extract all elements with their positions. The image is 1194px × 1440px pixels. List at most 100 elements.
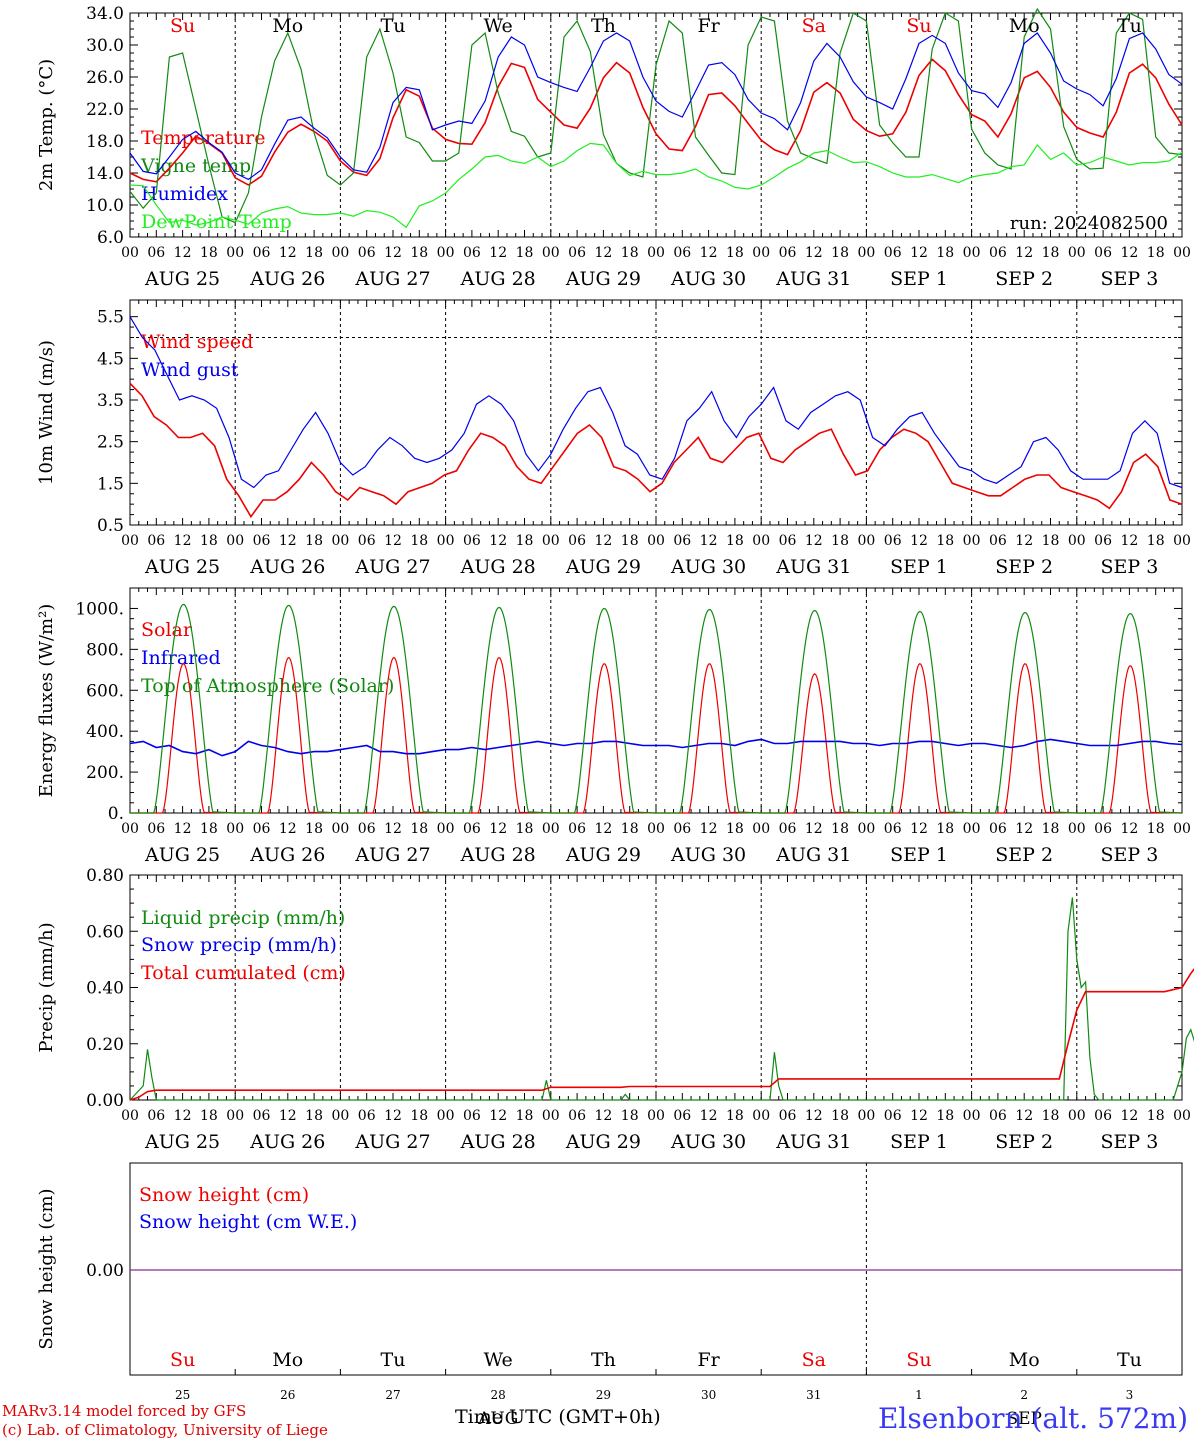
flux-hour-label: 06 [673,821,691,837]
wind-hour-label: 12 [174,533,192,549]
wind-hour-label: 12 [384,533,402,549]
temp-hour-label: 00 [1068,245,1086,261]
precip-hour-label: 00 [437,1108,455,1124]
temp-hour-label: 18 [621,245,639,261]
flux-date-label: AUG 25 [144,844,220,866]
snow-y-axis-label: Snow height (cm) [36,1188,57,1349]
precip-date-label: AUG 31 [775,1131,851,1153]
temp-hour-label: 00 [857,245,875,261]
temp-hour-label: 06 [779,245,797,261]
wind-hour-label: 12 [805,533,823,549]
bottom-day-number: 3 [1126,1388,1134,1402]
temp-hour-label: 06 [989,245,1007,261]
precip-date-label: AUG 30 [670,1131,746,1153]
weekday-bottom: Tu [381,1349,406,1371]
flux-hour-label: 12 [279,821,297,837]
wind-hour-label: 18 [726,533,744,549]
temp-hour-label: 12 [700,245,718,261]
wind-hour-label: 00 [121,533,139,549]
wind-hour-label: 12 [1120,533,1138,549]
precip-hour-label: 06 [779,1108,797,1124]
flux-legend-1: Solar [141,619,193,641]
wind-hour-label: 12 [594,533,612,549]
wind-hour-label: 00 [437,533,455,549]
flux-hour-label: 18 [410,821,428,837]
flux-hour-label: 00 [752,821,770,837]
wind-hour-label: 00 [542,533,560,549]
flux-hour-label: 06 [463,821,481,837]
weekday-top: Fr [697,15,720,37]
precip-y-tick-label: 0.60 [86,922,124,942]
wind-y-tick-label: 5.5 [97,308,124,328]
bottom-day-number: 2 [1020,1388,1028,1402]
precip-series-3 [129,967,1194,1101]
wind-hour-label: 00 [331,533,349,549]
wind-hour-label: 18 [410,533,428,549]
precip-hour-label: 06 [147,1108,165,1124]
temp-hour-label: 12 [1015,245,1033,261]
flux-hour-label: 06 [779,821,797,837]
flux-date-label: AUG 31 [775,844,851,866]
flux-hour-label: 18 [1147,821,1165,837]
temp-hour-label: 12 [174,245,192,261]
model-credit: MARv3.14 model forced by GFS [2,1402,247,1420]
precip-legend-3: Total cumulated (cm) [141,962,346,984]
weekday-top: Mo [272,15,303,37]
wind-y-tick-label: 1.5 [97,474,124,494]
wind-hour-label: 06 [253,533,271,549]
precip-hour-label: 00 [121,1108,139,1124]
wind-hour-label: 12 [1015,533,1033,549]
temp-hour-label: 00 [437,245,455,261]
precip-hour-label: 00 [1173,1108,1191,1124]
bottom-day-number: 26 [280,1388,295,1402]
precip-hour-label: 00 [752,1108,770,1124]
flux-date-label: AUG 26 [249,844,325,866]
precip-y-axis-label: Precip (mm/h) [36,922,57,1052]
temp-date-label: AUG 29 [565,268,641,290]
wind-hour-label: 06 [568,533,586,549]
temp-hour-label: 12 [805,245,823,261]
flux-date-label: AUG 30 [670,844,746,866]
wind-hour-label: 18 [200,533,218,549]
wind-hour-label: 12 [700,533,718,549]
flux-date-label: SEP 3 [1100,844,1158,866]
flux-hour-label: 00 [226,821,244,837]
temp-hour-label: 18 [516,245,534,261]
temp-hour-label: 06 [463,245,481,261]
wind-date-label: SEP 3 [1100,556,1158,578]
wind-date-label: SEP 1 [890,556,948,578]
temp-date-label: AUG 28 [460,268,536,290]
flux-hour-label: 18 [936,821,954,837]
temp-date-label: SEP 2 [995,268,1053,290]
precip-series-1 [129,897,1194,1101]
weekday-top: We [484,15,513,37]
flux-hour-label: 12 [174,821,192,837]
flux-hour-label: 18 [516,821,534,837]
precip-hour-label: 06 [568,1108,586,1124]
wind-hour-label: 18 [305,533,323,549]
precip-hour-label: 00 [963,1108,981,1124]
wind-hour-label: 00 [647,533,665,549]
precip-hour-label: 06 [673,1108,691,1124]
temp-hour-label: 18 [410,245,428,261]
precip-date-label: SEP 1 [890,1131,948,1153]
time-axis-label: Time UTC (GMT+0h) [455,1406,661,1428]
temp-hour-label: 12 [384,245,402,261]
flux-hour-label: 06 [884,821,902,837]
temp-y-tick-label: 18.0 [86,132,124,152]
wind-hour-label: 06 [147,533,165,549]
temp-frame [129,12,1183,238]
flux-hour-label: 12 [1120,821,1138,837]
wind-hour-label: 06 [884,533,902,549]
flux-hour-label: 18 [726,821,744,837]
temp-hour-label: 00 [752,245,770,261]
wind-hour-label: 06 [358,533,376,549]
bottom-month-label: AUG [477,1409,518,1429]
temp-y-tick-label: 34.0 [86,4,124,24]
temp-hour-label: 00 [647,245,665,261]
precip-hour-label: 00 [226,1108,244,1124]
precip-hour-label: 00 [331,1108,349,1124]
weekday-top: Sa [802,15,826,37]
temp-hour-label: 18 [726,245,744,261]
weekday-top: Su [170,15,195,37]
